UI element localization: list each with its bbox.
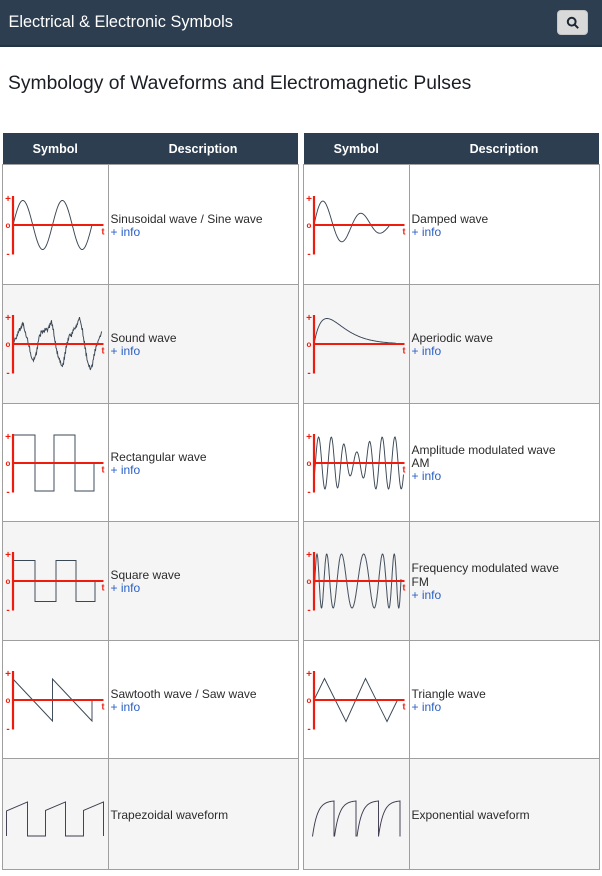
svg-text:-: -: [6, 368, 9, 379]
svg-text:o: o: [307, 459, 312, 468]
svg-text:+: +: [5, 313, 11, 324]
svg-text:+: +: [306, 313, 312, 324]
svg-text:t: t: [102, 701, 105, 711]
svg-text:+: +: [306, 432, 312, 443]
svg-text:t: t: [403, 701, 406, 711]
svg-text:-: -: [307, 487, 310, 498]
svg-text:+: +: [5, 669, 11, 680]
svg-text:t: t: [403, 346, 406, 356]
svg-text:o: o: [6, 577, 11, 586]
svg-text:-: -: [307, 368, 310, 379]
svg-text:-: -: [6, 249, 9, 260]
svg-text:o: o: [6, 221, 11, 230]
svg-text:o: o: [307, 696, 312, 705]
svg-text:t: t: [403, 583, 406, 593]
svg-text:-: -: [6, 605, 9, 616]
svg-text:+: +: [306, 669, 312, 680]
svg-text:t: t: [102, 346, 105, 356]
svg-text:-: -: [6, 724, 9, 735]
svg-text:+: +: [5, 432, 11, 443]
svg-text:t: t: [102, 227, 105, 237]
svg-text:+: +: [5, 194, 11, 205]
svg-text:-: -: [307, 605, 310, 616]
svg-text:o: o: [307, 221, 312, 230]
svg-text:t: t: [102, 583, 105, 593]
svg-text:o: o: [307, 577, 312, 586]
svg-text:-: -: [6, 487, 9, 498]
svg-text:t: t: [102, 464, 105, 474]
svg-text:+: +: [306, 194, 312, 205]
svg-text:+: +: [5, 550, 11, 561]
svg-text:o: o: [6, 340, 11, 349]
svg-text:o: o: [307, 340, 312, 349]
svg-text:-: -: [307, 724, 310, 735]
svg-text:t: t: [403, 464, 406, 474]
svg-text:+: +: [306, 550, 312, 561]
svg-text:-: -: [307, 249, 310, 260]
svg-text:o: o: [6, 459, 11, 468]
svg-text:o: o: [6, 696, 11, 705]
svg-text:t: t: [403, 227, 406, 237]
